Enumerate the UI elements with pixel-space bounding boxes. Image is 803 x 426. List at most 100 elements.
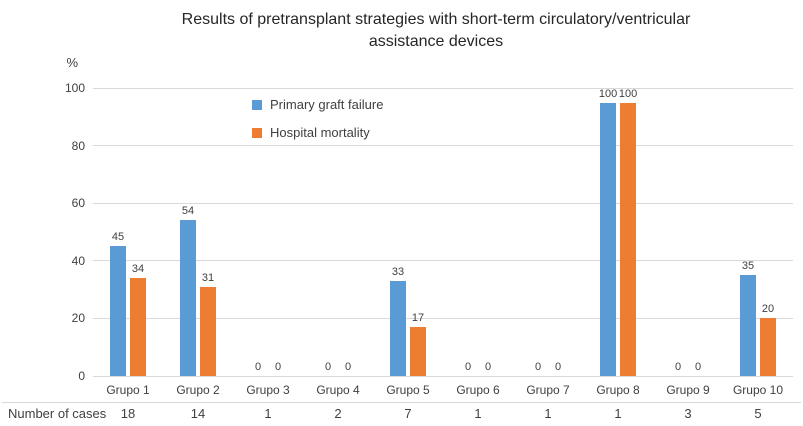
bar-primary-graft-failure [110,246,126,376]
bar-column: 0 [690,88,706,376]
bar-primary-graft-failure [600,103,616,376]
x-category-label-grupo-1: Grupo 1 [106,383,150,397]
x-category-label-grupo-7: Grupo 7 [526,383,570,397]
gridline [93,145,793,147]
bar-value-label: 100 [598,88,618,100]
bar-value-label: 20 [761,303,775,316]
bar-primary-graft-failure [740,275,756,376]
bar-hospital-mortality [200,286,216,376]
bar-group-grupo-2: 54 31 [163,88,233,376]
x-category-label-grupo-5: Grupo 5 [386,383,430,397]
x-category-label-grupo-6: Grupo 6 [456,383,500,397]
y-tick-label: 100 [64,81,85,95]
bar-group-grupo-1: 45 34 [93,88,163,376]
bar-column: 33 [390,88,406,376]
bar-primary-graft-failure [180,220,196,376]
y-axis-unit-label: % [66,55,78,70]
bar-column: 17 [410,88,426,376]
bar-column: 31 [200,88,216,376]
gridline [93,260,793,262]
bar-value-label: 33 [391,265,405,278]
y-tick-label: 80 [71,138,85,153]
x-axis-category-labels: Grupo 1 Grupo 2 Grupo 3 Grupo 4 Grupo 5 Grupo… [93,383,793,397]
bar-value-label: 0 [534,361,542,373]
x-category-label-grupo-4: Grupo 4 [316,383,360,397]
bar-group-grupo-10: 35 20 [723,88,793,376]
legend-swatch-icon [252,99,262,110]
case-count: 1 [544,406,552,421]
bar-value-label: 0 [484,361,492,373]
cases-table-values: 18 14 1 2 7 1 1 1 3 5 [93,402,793,425]
bar-column: 34 [130,88,146,376]
bar-value-label: 54 [181,205,195,218]
x-axis-baseline [93,375,793,377]
bar-column: 45 [110,88,126,376]
bar-column: 0 [480,88,496,376]
case-count: 1 [614,406,622,421]
legend-label: Primary graft failure [270,97,384,112]
bar-value-label: 0 [694,361,702,373]
bar-value-label: 0 [554,361,562,373]
y-tick-label: 0 [78,369,85,383]
bar-column: 0 [460,88,476,376]
gridline [93,202,793,204]
case-count: 7 [404,406,412,421]
bar-column: 100 [618,88,638,376]
case-count: 1 [264,406,272,421]
case-count: 1 [474,406,482,421]
bar-column: 35 [740,88,756,376]
bar-column: 0 [530,88,546,376]
bar-column: 0 [250,88,266,376]
gridline [93,87,793,89]
plot-area: 45 34 54 31 0 0 0 0 33 17 0 0 0 0 100 100 0 0 35 20 [93,87,793,377]
bar-value-label: 0 [674,361,682,373]
case-count: 18 [120,406,136,421]
chart-title: Results of pretransplant strategies with… [181,11,691,50]
legend-label: Hospital mortality [270,125,370,140]
bar-hospital-mortality [620,103,636,376]
bar-column: 100 [598,88,618,376]
cases-table-strip [2,402,801,426]
y-tick-label: 60 [71,196,85,211]
bar-column: 0 [340,88,356,376]
bar-value-label: 100 [618,88,638,100]
case-count: 5 [754,406,762,421]
y-tick-label: 20 [71,311,85,326]
case-count: 3 [684,406,692,421]
legend-item-primary-graft-failure: Primary graft failure [252,97,383,112]
bar-value-label: 0 [464,361,472,373]
bar-hospital-mortality [760,318,776,376]
bar-column: 0 [320,88,336,376]
bar-primary-graft-failure [390,280,406,376]
x-category-label-grupo-2: Grupo 2 [176,383,220,397]
cases-table-label: Number of cases [8,406,107,421]
bar-group-grupo-5: 33 17 [373,88,443,376]
bar-value-label: 31 [201,271,215,284]
legend: Primary graft failure Hospital mortality [252,97,383,153]
bar-value-label: 35 [741,260,755,273]
bar-value-label: 17 [411,312,425,325]
bar-column: 20 [760,88,776,376]
bar-column: 0 [270,88,286,376]
legend-swatch-icon [252,127,262,138]
case-count: 14 [190,406,206,421]
legend-item-hospital-mortality: Hospital mortality [252,125,383,140]
bar-hospital-mortality [130,278,146,376]
bar-value-label: 34 [131,263,145,276]
bar-value-label: 0 [274,361,282,373]
bar-value-label: 0 [344,361,352,373]
x-category-label-grupo-8: Grupo 8 [596,383,640,397]
bar-column: 0 [670,88,686,376]
x-category-label-grupo-3: Grupo 3 [246,383,290,397]
x-category-label-grupo-10: Grupo 10 [732,383,784,397]
bar-value-label: 45 [111,231,125,244]
bar-group-grupo-8: 100 100 [583,88,653,376]
bar-column: 0 [550,88,566,376]
x-category-label-grupo-9: Grupo 9 [666,383,710,397]
